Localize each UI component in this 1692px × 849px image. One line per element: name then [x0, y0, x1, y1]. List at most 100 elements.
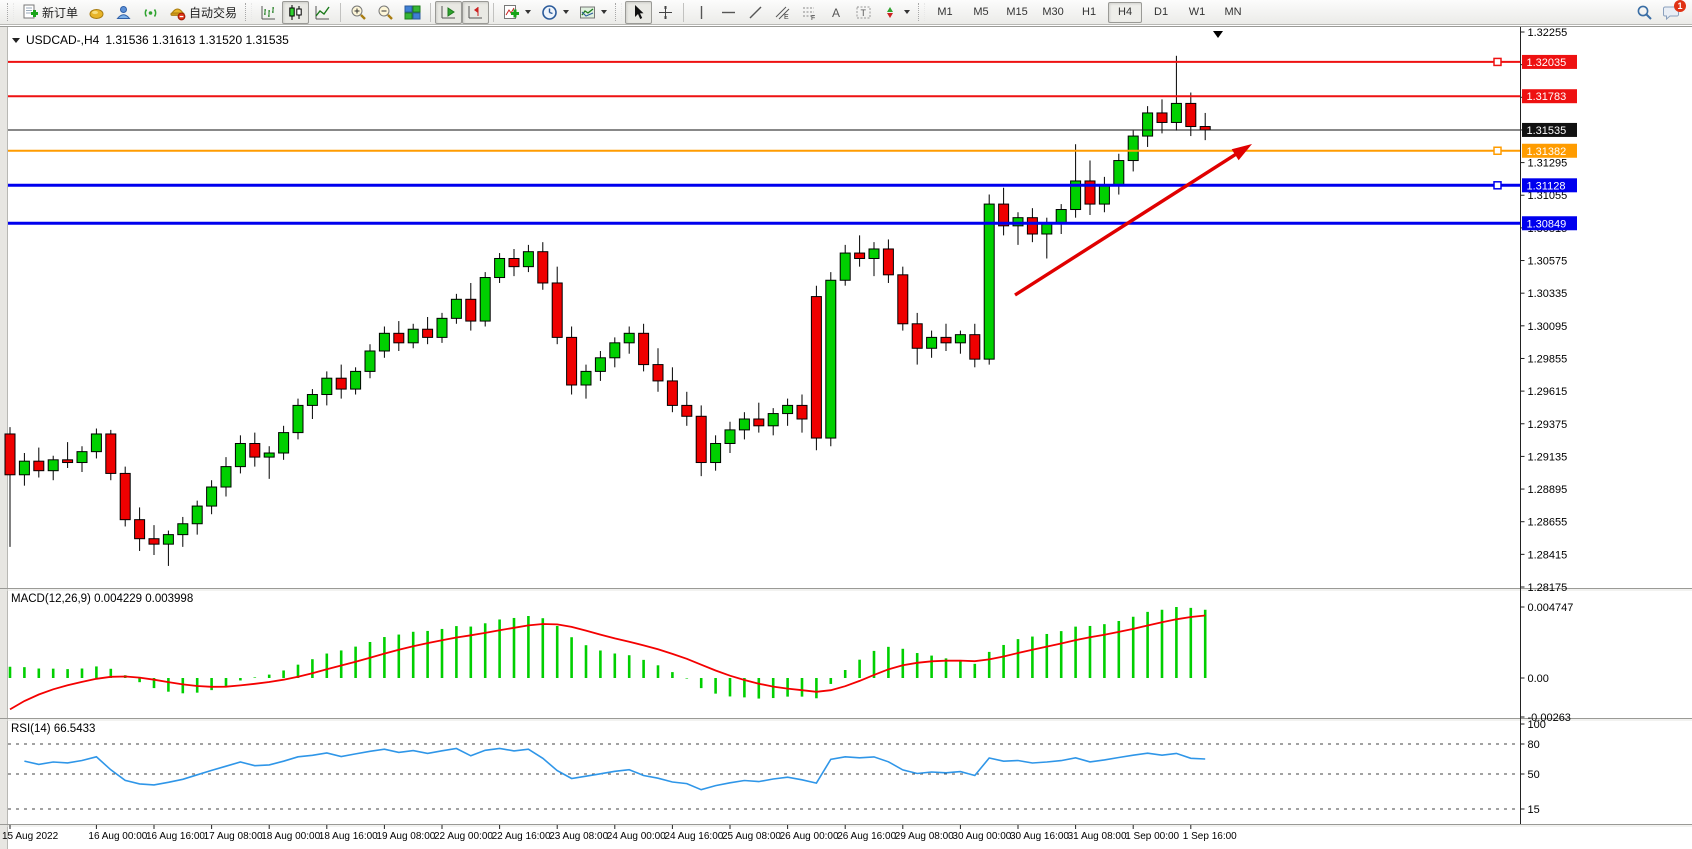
notifications-icon[interactable]: 1 — [1663, 0, 1686, 21]
timeframe-button-M5[interactable]: M5 — [973, 6, 989, 18]
channel-tool-button[interactable]: E — [769, 1, 796, 24]
zoom-in-button[interactable] — [345, 1, 372, 24]
auto-trading-button[interactable]: 自动交易 — [164, 1, 242, 24]
vertical-line-tool-button[interactable] — [688, 1, 715, 24]
candle-body — [868, 248, 880, 259]
time-tick-label: 18 Aug 16:00 — [319, 831, 378, 842]
candle-body — [508, 257, 520, 268]
time-tick-label: 30 Aug 00:00 — [952, 831, 1011, 842]
timeframe-button-MN[interactable]: MN — [1224, 6, 1242, 18]
fibonacci-icon: F — [801, 4, 818, 22]
fibonacci-tool-button[interactable]: F — [796, 1, 823, 24]
time-tick-label: 24 Aug 00:00 — [607, 831, 666, 842]
chart-canvas[interactable]: 1.322551.320151.317751.315351.312951.310… — [0, 27, 1692, 849]
text-label-tool-button[interactable]: T — [850, 1, 877, 24]
candle-body — [148, 538, 160, 545]
toolbar-separator — [683, 2, 685, 22]
price-badge-value: 1.31382 — [1527, 146, 1567, 158]
timeframe-button-M30[interactable]: M30 — [1042, 6, 1064, 18]
indicators-button[interactable] — [498, 1, 536, 24]
one-click-trading-toggle-icon[interactable] — [12, 37, 20, 43]
price-tick: 1.28655 — [1528, 517, 1568, 529]
timeframe-button-H4[interactable]: H4 — [1108, 1, 1143, 23]
timeframe-button-M1[interactable]: M1 — [937, 6, 953, 18]
time-tick-label: 26 Aug 00:00 — [780, 831, 839, 842]
auto-scroll-button[interactable] — [435, 0, 463, 24]
candle-body — [551, 282, 563, 338]
candlestick-mode-button[interactable] — [282, 0, 310, 24]
candle-body — [465, 298, 477, 322]
candle-body — [350, 370, 362, 390]
time-tick-label: 18 Aug 00:00 — [261, 831, 320, 842]
toolbar-drag-handle[interactable] — [245, 3, 253, 21]
line-handle[interactable] — [1493, 146, 1502, 156]
arrows-tool-button[interactable] — [877, 1, 915, 24]
toolbar-drag-handle[interactable] — [615, 3, 623, 21]
price-badge — [1522, 122, 1577, 137]
channel-icon: E — [774, 4, 791, 21]
rsi-tick: 50 — [1528, 769, 1540, 781]
timeframe-button-D1[interactable]: D1 — [1154, 6, 1169, 18]
line-handle[interactable] — [1493, 57, 1502, 67]
candle-body — [1055, 209, 1067, 224]
candle-body — [321, 377, 333, 396]
new-order-label: 新订单 — [42, 5, 79, 20]
candle-body — [710, 442, 722, 464]
toolbar-drag-handle[interactable] — [918, 3, 926, 21]
templates-button[interactable] — [574, 1, 612, 24]
chart-shift-marker-icon[interactable] — [1213, 31, 1223, 38]
timeframe-button-H1[interactable]: H1 — [1082, 6, 1097, 18]
price-tick: 1.30335 — [1528, 288, 1568, 300]
horizontal-line-icon — [720, 4, 737, 21]
price-tick: 1.30575 — [1528, 256, 1568, 268]
community-button[interactable] — [110, 1, 137, 24]
rsi-tick: 15 — [1528, 804, 1540, 816]
line-chart-mode-button[interactable] — [309, 1, 336, 24]
market-watch-button[interactable] — [83, 1, 110, 24]
line-chart-icon — [314, 4, 331, 21]
candle-body — [666, 380, 678, 406]
price-tick: 1.31295 — [1528, 158, 1568, 170]
new-order-button[interactable]: 新订单 — [17, 1, 83, 24]
signals-button[interactable] — [137, 1, 164, 24]
candle-body — [594, 357, 606, 372]
candle-body — [882, 248, 894, 276]
bar-chart-mode-button[interactable] — [255, 1, 282, 24]
periods-dropdown-caret — [563, 10, 570, 14]
svg-text:F: F — [811, 15, 815, 21]
chart-shift-button[interactable] — [462, 0, 490, 24]
candle-body — [62, 459, 74, 464]
candle-body — [206, 486, 218, 507]
candle-body — [609, 342, 621, 359]
tile-windows-button[interactable] — [399, 1, 426, 24]
toolbar-drag-handle[interactable] — [7, 3, 14, 21]
trendline-tool-button[interactable] — [742, 1, 769, 24]
crosshair-button[interactable] — [652, 1, 679, 24]
candle-body — [1026, 217, 1038, 235]
candle-body — [1199, 126, 1211, 131]
search-icon[interactable] — [1636, 4, 1653, 21]
candle-body — [926, 336, 938, 349]
price-tick: 1.32255 — [1528, 27, 1568, 39]
candle-body — [450, 298, 462, 319]
candle-body — [407, 328, 419, 344]
candle-body — [623, 332, 635, 344]
text-tool-button[interactable]: A — [823, 1, 850, 24]
candle-body — [263, 452, 275, 458]
svg-text:T: T — [861, 8, 867, 18]
timeframe-button-M15[interactable]: M15 — [1006, 6, 1028, 18]
timeframe-button-W1[interactable]: W1 — [1188, 6, 1206, 18]
candlestick-icon — [287, 4, 304, 21]
price-badge — [1522, 178, 1577, 193]
periods-button[interactable] — [536, 1, 574, 24]
cursor-button[interactable] — [625, 0, 653, 24]
candle-body — [681, 404, 693, 417]
price-tick: 1.31055 — [1528, 190, 1568, 202]
chart-ohlc-values: 1.31536 1.31613 1.31520 1.31535 — [105, 33, 289, 47]
toolbar-separator — [493, 2, 495, 22]
horizontal-line-tool-button[interactable] — [715, 1, 742, 24]
line-handle[interactable] — [1493, 181, 1502, 190]
trend-arrow-line[interactable] — [1014, 151, 1240, 297]
auto-trading-label: 自动交易 — [189, 5, 238, 20]
zoom-out-button[interactable] — [372, 1, 399, 24]
